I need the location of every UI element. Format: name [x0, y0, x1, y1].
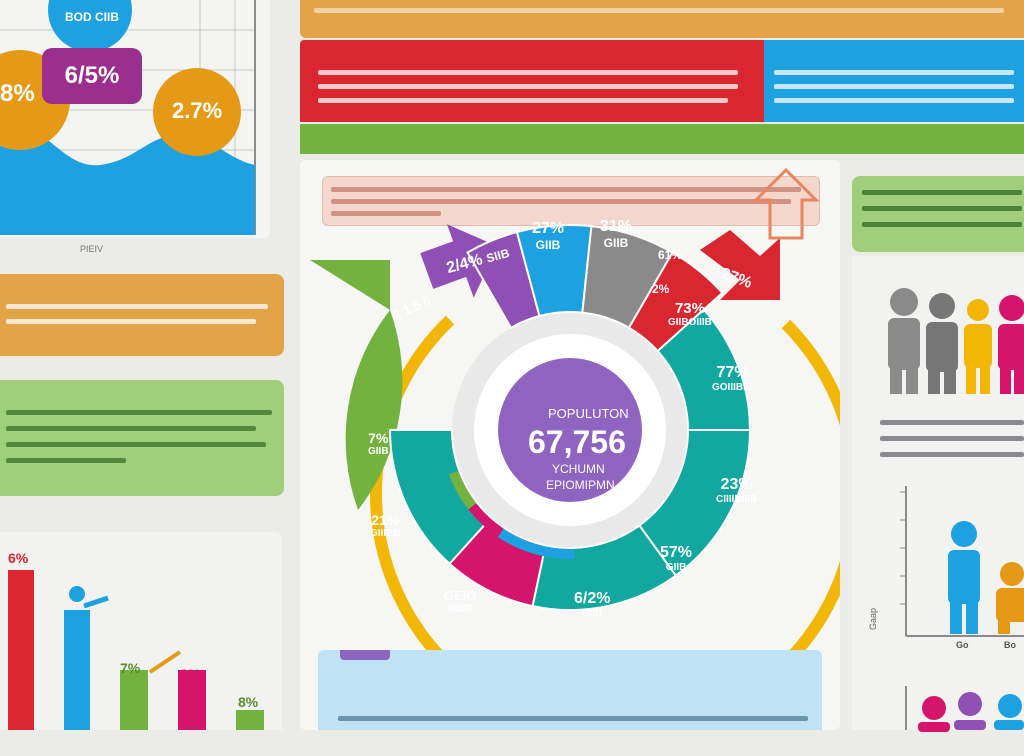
seg-label-11: 21% GIIIBB: [370, 512, 401, 539]
left-green-text-panel: [0, 380, 284, 496]
bar-label-3: 7%: [120, 660, 141, 676]
bar-2: [120, 670, 148, 730]
bar-0: [8, 570, 34, 730]
bubble-label-2: 8%: [0, 80, 35, 107]
person-icon-2: [926, 293, 958, 394]
bar-label-1: 6%: [8, 550, 29, 566]
people-bottom-purple: [954, 692, 986, 730]
inner-ring-segment-4: [448, 470, 477, 510]
center-circle: [498, 358, 642, 502]
right-bar-chart: [900, 486, 1024, 637]
donut-segment-8: [388, 429, 493, 566]
seg-label-9: 57% GIIB: [660, 544, 693, 573]
people-icons: [888, 288, 1024, 394]
bar-4: [236, 710, 264, 730]
person-pointer-icon: [69, 586, 182, 674]
bar-1: [64, 610, 90, 730]
bar-label-5: 8%: [238, 694, 259, 710]
orange-outline-arrow: [752, 167, 820, 240]
bottom-people-icons: [905, 686, 1024, 732]
seg-label-7: GEIG IIIIIB: [444, 588, 477, 615]
seg-label-6: 23% CIIIIBIIIB: [716, 476, 758, 505]
bottom-left-chart-panel: 6% 7% 6% 8%: [0, 532, 282, 730]
seg-label-2: 31% GIIB: [600, 218, 633, 250]
bubble-label-3: 2.7%: [172, 98, 223, 123]
bubble-badge-purple: 6/5%: [42, 48, 142, 104]
chart-person-orange: [996, 562, 1024, 634]
bar-label-4: 6%: [180, 666, 201, 682]
seg-label-1: 27% GIIB: [532, 220, 565, 252]
right-chart-x-label-2: Bo: [1004, 640, 1016, 650]
bubble-orange-right: [153, 68, 241, 156]
red-arrow: [700, 230, 780, 300]
center-sub1: YCHUMN: [552, 462, 605, 476]
inner-ring-segment-0: [574, 541, 615, 559]
pink-caption-box: [322, 176, 820, 226]
bubble-label-1: 6/5%: [64, 62, 120, 89]
x-caption: PIEIV: [80, 244, 104, 254]
right-chart-x-label-1: Go: [956, 640, 969, 650]
green-banner: [300, 124, 1024, 154]
seg-label-10: 6/2% GIIB: [574, 590, 611, 619]
bottom-left-bar-chart: [8, 570, 264, 730]
population-donut-chart: [310, 167, 840, 730]
people-bottom-magenta: [918, 696, 950, 732]
seg-label-8: 7% GIIB: [368, 430, 389, 457]
center-value: 67,756: [528, 424, 626, 460]
inner-ring-segment-1: [534, 544, 575, 559]
center-sub2: EPIOMIPMN: [546, 478, 615, 492]
bottom-box-tab: [340, 650, 390, 660]
bubble-top: [48, 0, 132, 52]
left-orange-text-panel: [0, 274, 284, 356]
top-left-chart-panel: BOD CIIB 6/5% 8% 2.7% PIEIV: [0, 0, 270, 254]
inner-ring-segment-2: [497, 528, 538, 555]
chart-person-blue: [948, 521, 980, 634]
seg-label-13: 2%: [652, 282, 670, 296]
right-green-text-panel: [852, 176, 1024, 252]
seg-label-5: 77% GOIIIBIB: [712, 364, 754, 393]
person-icon-4: [998, 295, 1024, 394]
inner-ring-segment-3: [468, 503, 504, 537]
person-icon-3: [964, 299, 992, 394]
bar-3: [178, 670, 206, 730]
people-bottom-blue: [994, 694, 1024, 730]
seg-label-4: 73% GIIBOIIIB: [668, 300, 712, 328]
top-left-area-chart: [0, 0, 256, 235]
purple-arrow: [420, 224, 498, 298]
seg-label-12: 61%: [658, 248, 683, 262]
top-bubble-caption: BOD CIIB: [65, 10, 119, 24]
blue-banner: [764, 40, 1024, 122]
right-chart-y-caption: Gaap: [868, 607, 879, 631]
red-banner: [300, 40, 764, 122]
bottom-blue-text-box: [318, 650, 822, 730]
person-icon-1: [888, 288, 920, 394]
right-people-panel: Gaap Go Bo: [852, 256, 1024, 732]
center-title: POPULUTON: [548, 406, 629, 421]
green-side-band: [310, 260, 403, 510]
top-orange-banner: [300, 0, 1024, 38]
